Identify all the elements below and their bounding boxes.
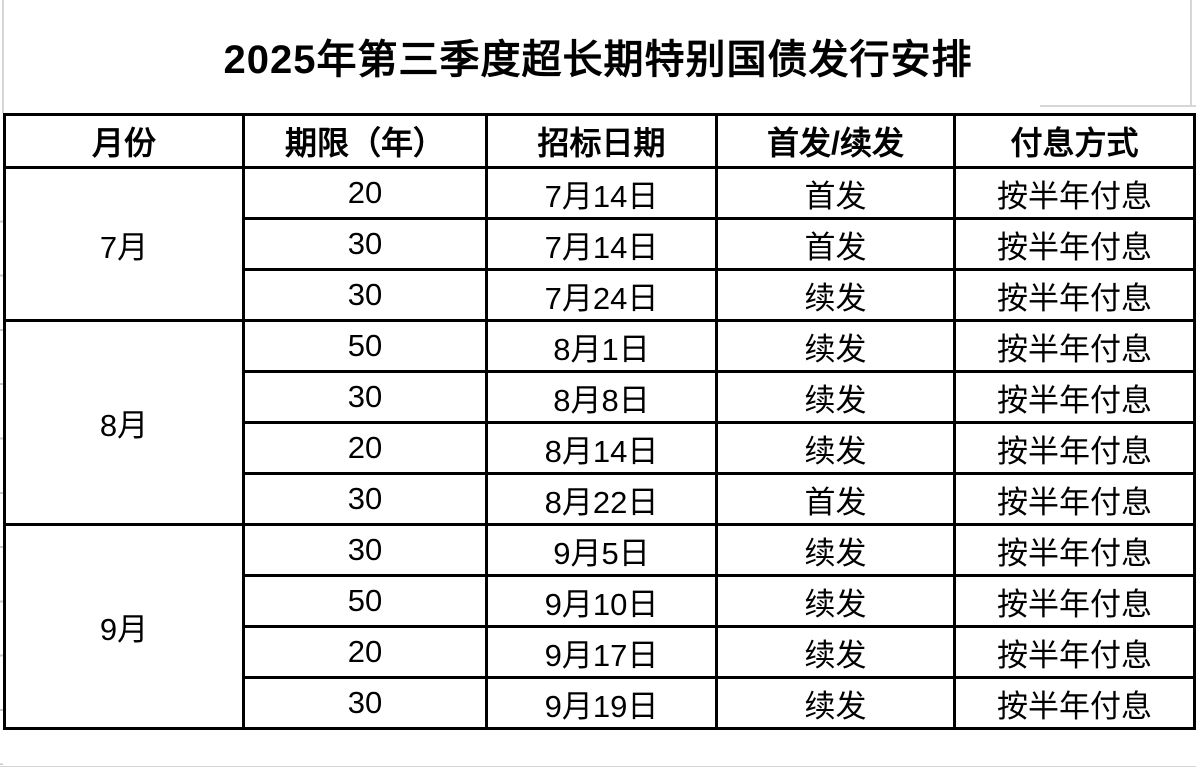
cell-issue: 续发 bbox=[715, 574, 956, 628]
gridline-artifact-ticks bbox=[0, 168, 3, 765]
cell-interest: 按半年付息 bbox=[953, 217, 1196, 271]
cell-term: 50 bbox=[242, 574, 488, 628]
cell-term: 50 bbox=[242, 319, 488, 373]
cell-term: 30 bbox=[242, 676, 488, 730]
cell-date: 7月24日 bbox=[485, 268, 718, 322]
cell-date: 7月14日 bbox=[485, 217, 718, 271]
cell-issue: 续发 bbox=[715, 676, 956, 730]
table-row: 30 8月22日 首发 按半年付息 bbox=[5, 472, 1196, 526]
header-row: 月份 期限（年） 招标日期 首发/续发 付息方式 bbox=[3, 113, 1196, 169]
cell-month-july: 7月 bbox=[3, 166, 245, 322]
table-row: 20 8月14日 续发 按半年付息 bbox=[5, 421, 1196, 475]
table-row: 30 8月8日 续发 按半年付息 bbox=[5, 370, 1196, 424]
cell-term: 30 bbox=[242, 370, 488, 424]
cell-issue: 首发 bbox=[715, 217, 956, 271]
table-row: 8月 50 8月1日 续发 按半年付息 bbox=[3, 319, 1196, 526]
cell-issue: 续发 bbox=[715, 370, 956, 424]
table-row: 20 9月17日 续发 按半年付息 bbox=[5, 625, 1196, 679]
cell-issue: 续发 bbox=[715, 523, 956, 577]
cell-date: 8月22日 bbox=[485, 472, 718, 526]
table-row: 7月 20 7月14日 首发 按半年付息 bbox=[3, 166, 1196, 322]
gridline-artifact-right-horizontal bbox=[1040, 105, 1196, 107]
cell-issue: 首发 bbox=[715, 166, 956, 220]
bond-issuance-table: 月份 期限（年） 招标日期 首发/续发 付息方式 7月 20 7月14日 首发 … bbox=[3, 113, 1196, 730]
gridline-artifact-right bbox=[1190, 0, 1192, 106]
cell-interest: 按半年付息 bbox=[953, 523, 1196, 577]
cell-term: 20 bbox=[242, 625, 488, 679]
cell-month-september: 9月 bbox=[3, 523, 245, 730]
cell-issue: 续发 bbox=[715, 268, 956, 322]
cell-interest: 按半年付息 bbox=[953, 166, 1196, 220]
header-interest: 付息方式 bbox=[953, 113, 1196, 169]
cell-interest: 按半年付息 bbox=[953, 370, 1196, 424]
cell-date: 7月14日 bbox=[485, 166, 718, 220]
header-month: 月份 bbox=[3, 113, 245, 169]
cell-term: 30 bbox=[242, 472, 488, 526]
cell-date: 9月19日 bbox=[485, 676, 718, 730]
header-term: 期限（年） bbox=[242, 113, 488, 169]
cell-issue: 续发 bbox=[715, 421, 956, 475]
table-row: 30 7月24日 续发 按半年付息 bbox=[5, 268, 1196, 322]
cell-date: 8月1日 bbox=[485, 319, 718, 373]
table-row: 9月 30 9月5日 续发 按半年付息 bbox=[3, 523, 1196, 730]
cell-interest: 按半年付息 bbox=[953, 268, 1196, 322]
cell-term: 20 bbox=[242, 421, 488, 475]
cell-issue: 续发 bbox=[715, 319, 956, 373]
table-row: 50 9月10日 续发 按半年付息 bbox=[5, 574, 1196, 628]
cell-interest: 按半年付息 bbox=[953, 676, 1196, 730]
cell-month-august: 8月 bbox=[3, 319, 245, 526]
table-row: 30 9月19日 续发 按半年付息 bbox=[5, 676, 1196, 730]
cell-interest: 按半年付息 bbox=[953, 625, 1196, 679]
cell-date: 8月14日 bbox=[485, 421, 718, 475]
cell-date: 9月5日 bbox=[485, 523, 718, 577]
gridline-artifact-bottom bbox=[0, 766, 1196, 767]
cell-date: 9月17日 bbox=[485, 625, 718, 679]
cell-issue: 续发 bbox=[715, 625, 956, 679]
cell-interest: 按半年付息 bbox=[953, 319, 1196, 373]
cell-interest: 按半年付息 bbox=[953, 421, 1196, 475]
page-title: 2025年第三季度超长期特别国债发行安排 bbox=[223, 38, 973, 82]
header-issue: 首发/续发 bbox=[715, 113, 956, 169]
cell-date: 9月10日 bbox=[485, 574, 718, 628]
header-date: 招标日期 bbox=[485, 113, 718, 169]
table-row: 30 7月14日 首发 按半年付息 bbox=[5, 217, 1196, 271]
cell-term: 20 bbox=[242, 166, 488, 220]
cell-issue: 首发 bbox=[715, 472, 956, 526]
cell-interest: 按半年付息 bbox=[953, 472, 1196, 526]
cell-term: 30 bbox=[242, 217, 488, 271]
cell-date: 8月8日 bbox=[485, 370, 718, 424]
cell-term: 30 bbox=[242, 523, 488, 577]
gridline-artifact-left bbox=[2, 0, 4, 113]
cell-term: 30 bbox=[242, 268, 488, 322]
cell-interest: 按半年付息 bbox=[953, 574, 1196, 628]
